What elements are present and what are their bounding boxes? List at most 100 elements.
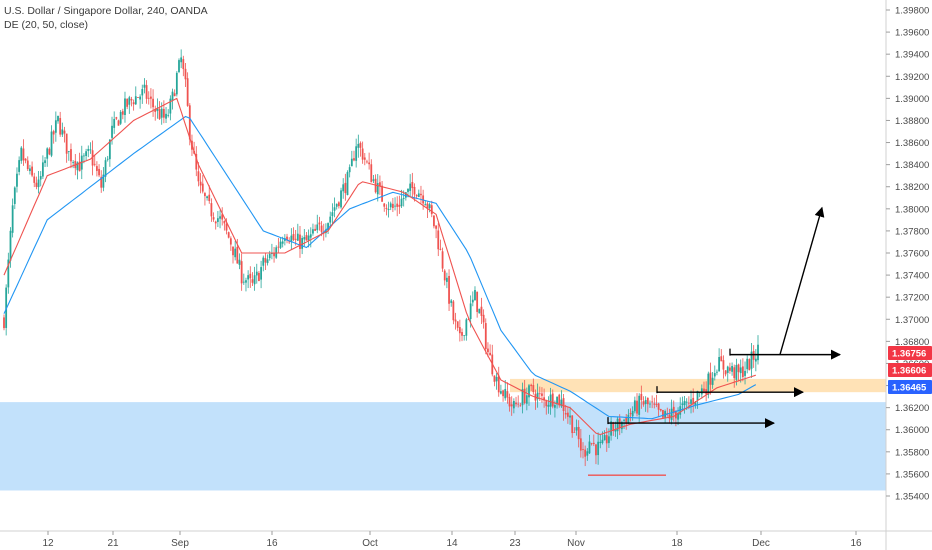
candle — [562, 394, 565, 421]
candle — [132, 99, 135, 111]
candle-body — [262, 257, 265, 266]
y-tick-label: 1.39000 — [895, 94, 929, 105]
candle-body — [703, 388, 705, 392]
candle — [93, 154, 96, 167]
candle-body — [471, 299, 474, 303]
candle — [437, 223, 440, 257]
candle — [134, 86, 137, 106]
candle — [711, 372, 714, 389]
candle-body — [480, 306, 483, 316]
candle-body — [95, 166, 98, 171]
candle-body — [350, 158, 353, 167]
candle — [152, 89, 154, 117]
candle-body — [385, 207, 388, 209]
candle — [420, 185, 422, 204]
candle-body — [560, 399, 563, 407]
candle — [417, 189, 420, 198]
candle-body — [126, 98, 129, 107]
candle — [229, 236, 232, 251]
candle-body — [407, 188, 409, 192]
candle — [173, 89, 176, 97]
candle-body — [482, 314, 485, 323]
candle-body — [98, 168, 100, 176]
candle — [335, 203, 338, 210]
x-tick-label: Sep — [171, 538, 189, 549]
candle — [106, 155, 109, 162]
candle-body — [227, 232, 230, 238]
candle — [245, 277, 247, 292]
y-tick-label: 1.37400 — [895, 271, 929, 282]
candle — [154, 105, 157, 121]
candle — [599, 434, 602, 449]
candle — [463, 335, 466, 341]
candle-body — [726, 366, 729, 373]
candle — [748, 358, 751, 371]
indicator-legend[interactable]: DE (20, 50, close) — [4, 19, 88, 31]
candle-body — [72, 162, 75, 163]
candle-body — [44, 160, 46, 164]
candle — [638, 393, 641, 424]
candle — [279, 237, 282, 250]
candle — [52, 129, 55, 144]
candle-body — [696, 390, 699, 401]
price-badge[interactable]: 1.36756 — [888, 346, 932, 360]
price-badge[interactable]: 1.36606 — [888, 363, 932, 377]
candle-body — [741, 366, 744, 378]
candle-body — [458, 327, 461, 334]
candle — [363, 153, 366, 166]
candle-body — [357, 143, 360, 148]
candle — [385, 204, 388, 216]
candle-body — [547, 404, 550, 407]
candle — [564, 404, 567, 419]
price-badge[interactable]: 1.36465 — [888, 380, 932, 394]
candle — [569, 406, 571, 425]
candle-body — [571, 415, 574, 434]
candle — [461, 328, 463, 342]
candle-body — [662, 410, 664, 418]
y-tick-label: 1.36200 — [895, 403, 929, 414]
candle — [145, 80, 148, 104]
candle-body — [389, 203, 392, 208]
candle-body — [577, 426, 580, 440]
candle — [616, 416, 619, 440]
candle — [430, 200, 433, 218]
candle — [206, 195, 208, 201]
candle — [337, 201, 340, 209]
time-axis[interactable]: 12 21 Sep 16 Oct 14 23 Nov 18 Dec 16 — [42, 531, 862, 549]
candle — [428, 202, 431, 213]
ma-fast-line — [3, 97, 756, 436]
candle — [670, 399, 673, 425]
symbol-title: U.S. Dollar / Singapore Dollar, 240, OAN… — [4, 5, 208, 17]
candle — [445, 272, 448, 289]
candle-body — [186, 78, 189, 106]
candle-body — [54, 120, 57, 133]
x-tick-label: 18 — [671, 538, 683, 549]
resistance-zone[interactable] — [510, 378, 886, 393]
candle — [474, 286, 476, 301]
candle — [87, 145, 90, 158]
y-tick-label: 1.35800 — [895, 447, 929, 458]
candle-body — [497, 375, 500, 393]
candle-body — [733, 367, 736, 379]
candle — [521, 382, 524, 414]
candle — [590, 442, 593, 446]
y-tick-label: 1.37600 — [895, 249, 929, 260]
candle-body — [465, 319, 468, 336]
candle-body — [48, 148, 51, 155]
candle-body — [119, 111, 122, 124]
candle — [497, 366, 500, 397]
candle — [595, 443, 597, 465]
candle-body — [245, 280, 247, 283]
price-axis[interactable]: 1.35400 1.35600 1.35800 1.36000 1.36200 1.364… — [886, 6, 929, 503]
candle-body — [199, 181, 202, 186]
candle-body — [139, 96, 142, 100]
candle — [690, 390, 692, 414]
bullish-projection-arrow[interactable] — [779, 206, 825, 355]
candle — [739, 359, 742, 383]
candle — [722, 355, 725, 379]
candle — [579, 428, 582, 458]
candle — [655, 394, 658, 408]
demand-zone[interactable] — [0, 402, 886, 491]
